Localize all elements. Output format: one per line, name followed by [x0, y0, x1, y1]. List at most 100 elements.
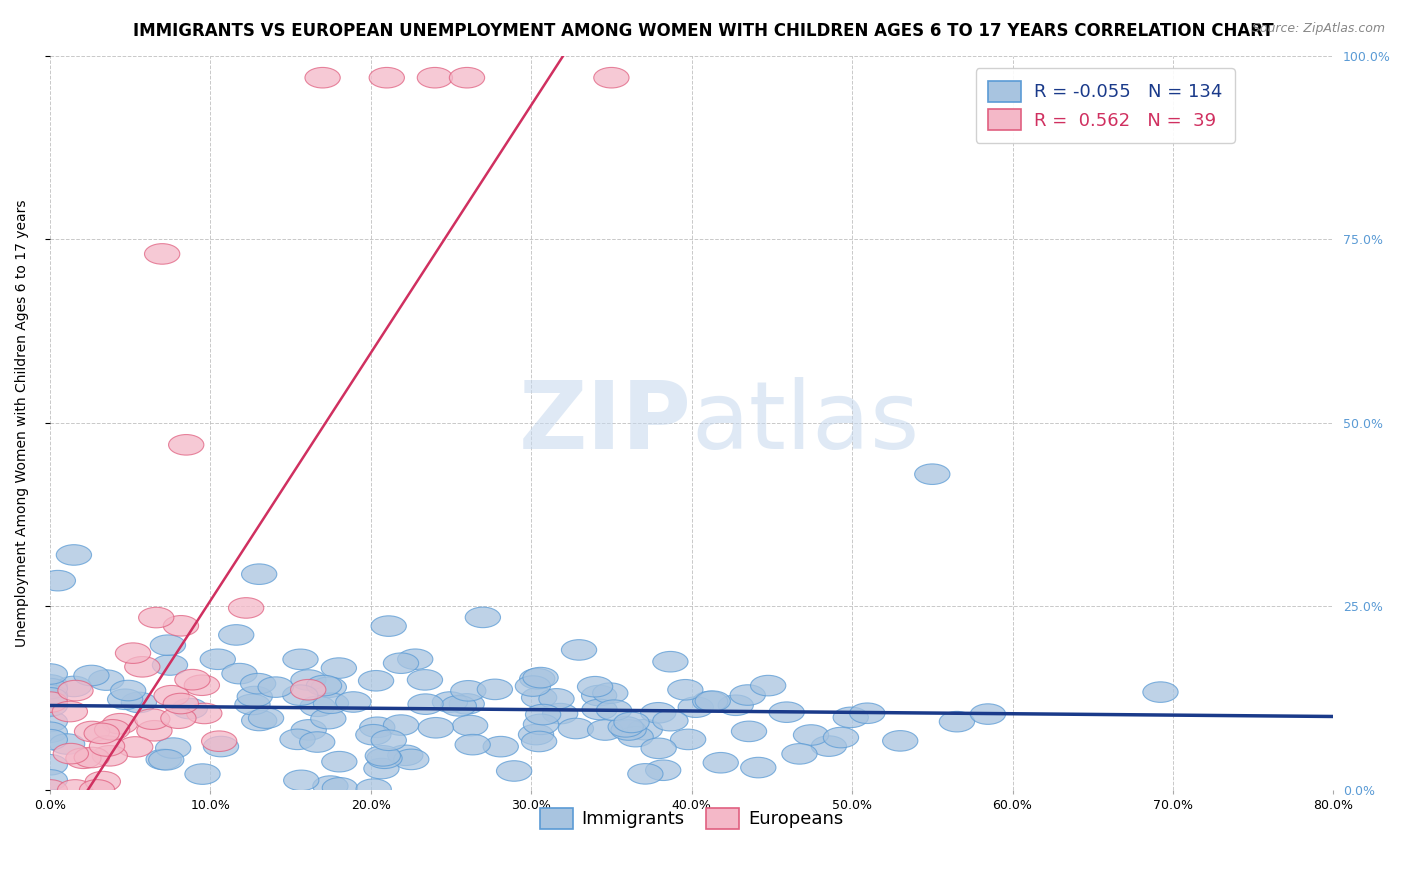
Ellipse shape: [322, 778, 357, 798]
Ellipse shape: [149, 749, 184, 770]
Ellipse shape: [793, 724, 828, 746]
Ellipse shape: [52, 701, 87, 722]
Ellipse shape: [360, 717, 395, 738]
Ellipse shape: [242, 564, 277, 584]
Ellipse shape: [322, 751, 357, 772]
Ellipse shape: [146, 749, 181, 770]
Ellipse shape: [398, 649, 433, 670]
Ellipse shape: [730, 685, 765, 706]
Ellipse shape: [118, 737, 153, 757]
Ellipse shape: [32, 678, 67, 698]
Ellipse shape: [312, 776, 349, 797]
Text: ZIP: ZIP: [519, 376, 692, 469]
Legend: Immigrants, Europeans: Immigrants, Europeans: [533, 801, 851, 836]
Ellipse shape: [364, 758, 399, 779]
Ellipse shape: [53, 743, 89, 764]
Ellipse shape: [384, 653, 419, 673]
Ellipse shape: [136, 721, 172, 741]
Ellipse shape: [280, 729, 315, 749]
Ellipse shape: [811, 736, 846, 756]
Ellipse shape: [408, 670, 443, 690]
Ellipse shape: [526, 705, 561, 725]
Ellipse shape: [522, 731, 557, 752]
Ellipse shape: [307, 675, 342, 696]
Ellipse shape: [311, 708, 346, 729]
Ellipse shape: [32, 688, 67, 708]
Ellipse shape: [582, 685, 617, 706]
Ellipse shape: [153, 685, 190, 706]
Ellipse shape: [336, 691, 371, 713]
Ellipse shape: [359, 671, 394, 691]
Ellipse shape: [614, 712, 650, 732]
Ellipse shape: [449, 694, 485, 714]
Ellipse shape: [523, 667, 558, 688]
Ellipse shape: [834, 707, 869, 728]
Ellipse shape: [523, 714, 558, 735]
Ellipse shape: [32, 696, 67, 716]
Ellipse shape: [218, 624, 254, 645]
Ellipse shape: [731, 721, 766, 741]
Ellipse shape: [32, 685, 67, 706]
Ellipse shape: [558, 718, 593, 739]
Ellipse shape: [145, 244, 180, 264]
Ellipse shape: [184, 764, 221, 784]
Ellipse shape: [93, 746, 128, 766]
Ellipse shape: [79, 780, 115, 800]
Ellipse shape: [89, 670, 124, 690]
Ellipse shape: [718, 695, 754, 715]
Ellipse shape: [238, 686, 273, 706]
Ellipse shape: [184, 675, 219, 696]
Ellipse shape: [356, 779, 391, 799]
Ellipse shape: [693, 691, 728, 712]
Ellipse shape: [939, 712, 974, 732]
Ellipse shape: [32, 711, 67, 731]
Ellipse shape: [135, 709, 170, 730]
Ellipse shape: [627, 719, 662, 740]
Ellipse shape: [201, 731, 236, 751]
Ellipse shape: [284, 770, 319, 790]
Ellipse shape: [174, 669, 209, 690]
Ellipse shape: [496, 761, 531, 781]
Ellipse shape: [453, 715, 488, 736]
Ellipse shape: [451, 681, 486, 701]
Ellipse shape: [593, 68, 628, 88]
Ellipse shape: [32, 770, 67, 790]
Ellipse shape: [103, 714, 138, 734]
Ellipse shape: [152, 655, 187, 675]
Ellipse shape: [283, 685, 318, 706]
Ellipse shape: [824, 727, 859, 747]
Ellipse shape: [645, 760, 681, 780]
Ellipse shape: [641, 738, 676, 758]
Ellipse shape: [172, 698, 208, 719]
Ellipse shape: [607, 716, 644, 737]
Ellipse shape: [115, 643, 150, 664]
Ellipse shape: [311, 677, 346, 698]
Ellipse shape: [90, 736, 125, 756]
Ellipse shape: [187, 703, 222, 723]
Ellipse shape: [125, 657, 160, 677]
Ellipse shape: [515, 676, 551, 697]
Ellipse shape: [388, 745, 423, 765]
Text: IMMIGRANTS VS EUROPEAN UNEMPLOYMENT AMONG WOMEN WITH CHILDREN AGES 6 TO 17 YEARS: IMMIGRANTS VS EUROPEAN UNEMPLOYMENT AMON…: [132, 22, 1274, 40]
Ellipse shape: [229, 598, 264, 618]
Ellipse shape: [107, 689, 143, 709]
Ellipse shape: [32, 780, 67, 800]
Ellipse shape: [200, 649, 235, 670]
Ellipse shape: [240, 673, 276, 694]
Ellipse shape: [641, 703, 676, 723]
Ellipse shape: [169, 434, 204, 455]
Ellipse shape: [394, 749, 429, 770]
Ellipse shape: [32, 722, 67, 742]
Ellipse shape: [384, 714, 419, 735]
Ellipse shape: [578, 676, 613, 697]
Ellipse shape: [695, 691, 730, 712]
Ellipse shape: [86, 772, 121, 792]
Ellipse shape: [66, 748, 101, 769]
Ellipse shape: [915, 464, 950, 484]
Ellipse shape: [321, 657, 357, 679]
Ellipse shape: [299, 731, 335, 752]
Ellipse shape: [619, 726, 654, 747]
Ellipse shape: [32, 664, 67, 684]
Ellipse shape: [371, 730, 406, 750]
Ellipse shape: [465, 607, 501, 628]
